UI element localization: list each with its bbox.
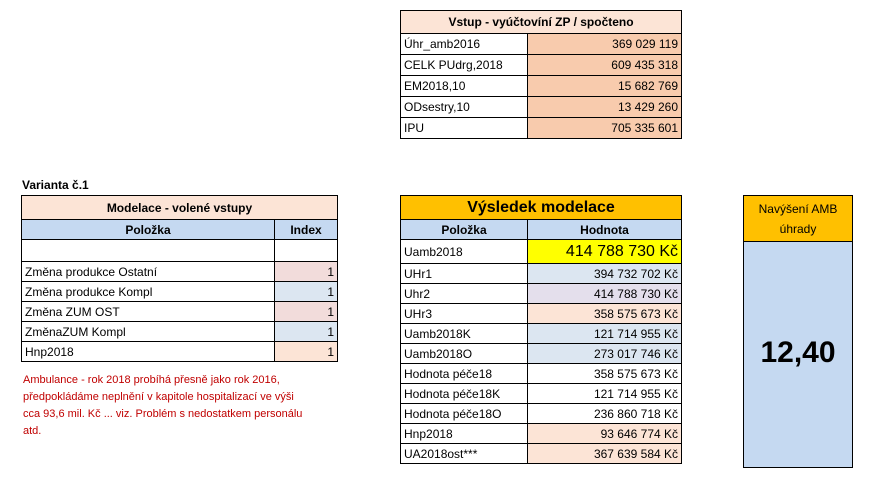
vysledek-label-cell[interactable]: Uamb2018 xyxy=(400,239,528,264)
vysledek-table: Výsledek modelace Položka Hodnota Uamb20… xyxy=(399,195,683,464)
amb-increase-box: Navýšení AMB úhrady 12,40 xyxy=(743,195,853,468)
modelace-index-cell[interactable]: 1 xyxy=(273,261,339,282)
vstup-value-cell[interactable]: 369 029 119 xyxy=(526,33,683,55)
vysledek-col-item[interactable]: Položka xyxy=(400,219,528,240)
table-row: ODsestry,10 13 429 260 xyxy=(400,96,683,118)
modelace-index-cell[interactable]: 1 xyxy=(273,341,339,362)
vstup-table: Vstup - vyúčtovíní ZP / spočteno Úhr_amb… xyxy=(399,10,683,139)
vysledek-value-cell[interactable]: 236 860 718 Kč xyxy=(526,403,683,424)
table-row: Změna produkce Ostatní 1 xyxy=(21,261,339,282)
vysledek-value-cell[interactable]: 121 714 955 Kč xyxy=(526,323,683,344)
vysledek-label-cell[interactable]: UA2018ost*** xyxy=(400,443,528,464)
vysledek-label-cell[interactable]: UHr3 xyxy=(400,303,528,324)
note-line: předpokládáme neplnění v kapitole hospit… xyxy=(23,391,294,403)
amb-header[interactable]: Navýšení AMB úhrady xyxy=(744,196,852,242)
note-text[interactable]: Ambulance - rok 2018 probíhá přesně jako… xyxy=(23,372,343,440)
vysledek-value-cell[interactable]: 358 575 673 Kč xyxy=(526,303,683,324)
modelace-label-cell[interactable]: Změna produkce Kompl xyxy=(21,281,275,302)
table-row: CELK PUdrg,2018 609 435 318 xyxy=(400,54,683,76)
modelace-label-cell[interactable]: Hnp2018 xyxy=(21,341,275,362)
table-row: Hodnota péče18 358 575 673 Kč xyxy=(400,363,683,384)
amb-header-line1: Navýšení AMB xyxy=(758,202,838,216)
vysledek-label-cell[interactable]: Uamb2018O xyxy=(400,343,528,364)
vysledek-label-cell[interactable]: Hodnota péče18 xyxy=(400,363,528,384)
table-row: UA2018ost*** 367 639 584 Kč xyxy=(400,443,683,464)
modelace-col-item[interactable]: Položka xyxy=(21,219,275,240)
amb-value[interactable]: 12,40 xyxy=(760,336,836,369)
vysledek-value-cell[interactable]: 414 788 730 Kč xyxy=(526,283,683,304)
table-row: Hnp2018 93 646 774 Kč xyxy=(400,423,683,444)
vysledek-value-cell[interactable]: 367 639 584 Kč xyxy=(526,443,683,464)
vysledek-label-cell[interactable]: Hnp2018 xyxy=(400,423,528,444)
vysledek-col-value[interactable]: Hodnota xyxy=(526,219,683,240)
table-row xyxy=(21,239,339,262)
vysledek-label-cell[interactable]: Hodnota péče18K xyxy=(400,383,528,404)
table-row: Hodnota péče18K 121 714 955 Kč xyxy=(400,383,683,404)
modelace-table: Modelace - volené vstupy Položka Index Z… xyxy=(20,195,339,362)
vstup-label-cell[interactable]: Úhr_amb2016 xyxy=(400,33,528,55)
vstup-label-cell[interactable]: EM2018,10 xyxy=(400,75,528,97)
vysledek-label-cell[interactable]: Hodnota péče18O xyxy=(400,403,528,424)
vysledek-label-cell[interactable]: Uhr2 xyxy=(400,283,528,304)
spacer-cell xyxy=(273,239,339,262)
table-row: Uhr2 414 788 730 Kč xyxy=(400,283,683,304)
table-row: Uamb2018O 273 017 746 Kč xyxy=(400,343,683,364)
vstup-value-cell[interactable]: 13 429 260 xyxy=(526,96,683,118)
vysledek-value-cell[interactable]: 358 575 673 Kč xyxy=(526,363,683,384)
table-row: UHr3 358 575 673 Kč xyxy=(400,303,683,324)
table-row: Hnp2018 1 xyxy=(21,341,339,362)
modelace-index-cell[interactable]: 1 xyxy=(273,301,339,322)
vstup-label-cell[interactable]: IPU xyxy=(400,117,528,139)
varianta-label[interactable]: Varianta č.1 xyxy=(22,178,89,192)
vysledek-value-cell[interactable]: 414 788 730 Kč xyxy=(526,239,683,264)
vstup-value-cell[interactable]: 609 435 318 xyxy=(526,54,683,76)
vysledek-value-cell[interactable]: 394 732 702 Kč xyxy=(526,263,683,284)
modelace-index-cell[interactable]: 1 xyxy=(273,321,339,342)
vstup-label-cell[interactable]: CELK PUdrg,2018 xyxy=(400,54,528,76)
vstup-value-cell[interactable]: 15 682 769 xyxy=(526,75,683,97)
modelace-label-cell[interactable]: Změna produkce Ostatní xyxy=(21,261,275,282)
note-line: Ambulance - rok 2018 probíhá přesně jako… xyxy=(23,374,280,386)
table-row: IPU 705 335 601 xyxy=(400,117,683,139)
table-row: Hodnota péče18O 236 860 718 Kč xyxy=(400,403,683,424)
vysledek-title[interactable]: Výsledek modelace xyxy=(399,195,683,220)
modelace-title[interactable]: Modelace - volené vstupy xyxy=(20,195,339,220)
table-row: Uamb2018 414 788 730 Kč xyxy=(400,239,683,264)
table-row: UHr1 394 732 702 Kč xyxy=(400,263,683,284)
table-row: Změna ZUM OST 1 xyxy=(21,301,339,322)
table-row: Úhr_amb2016 369 029 119 xyxy=(400,33,683,55)
vstup-header[interactable]: Vstup - vyúčtovíní ZP / spočteno xyxy=(399,10,683,34)
table-row: EM2018,10 15 682 769 xyxy=(400,75,683,97)
spacer-cell xyxy=(21,239,275,262)
modelace-index-cell[interactable]: 1 xyxy=(273,281,339,302)
vysledek-value-cell[interactable]: 121 714 955 Kč xyxy=(526,383,683,404)
note-line: cca 93,6 mil. Kč ... viz. Problém s nedo… xyxy=(23,408,303,420)
vysledek-label-cell[interactable]: UHr1 xyxy=(400,263,528,284)
modelace-label-cell[interactable]: ZměnaZUM Kompl xyxy=(21,321,275,342)
vysledek-value-cell[interactable]: 273 017 746 Kč xyxy=(526,343,683,364)
modelace-col-index[interactable]: Index xyxy=(273,219,339,240)
table-row: ZměnaZUM Kompl 1 xyxy=(21,321,339,342)
amb-header-line2: úhrady xyxy=(779,222,817,236)
vstup-value-cell[interactable]: 705 335 601 xyxy=(526,117,683,139)
table-row: Změna produkce Kompl 1 xyxy=(21,281,339,302)
vysledek-value-cell[interactable]: 93 646 774 Kč xyxy=(526,423,683,444)
table-row: Uamb2018K 121 714 955 Kč xyxy=(400,323,683,344)
vysledek-label-cell[interactable]: Uamb2018K xyxy=(400,323,528,344)
modelace-label-cell[interactable]: Změna ZUM OST xyxy=(21,301,275,322)
vstup-label-cell[interactable]: ODsestry,10 xyxy=(400,96,528,118)
note-line: atd. xyxy=(23,425,42,437)
